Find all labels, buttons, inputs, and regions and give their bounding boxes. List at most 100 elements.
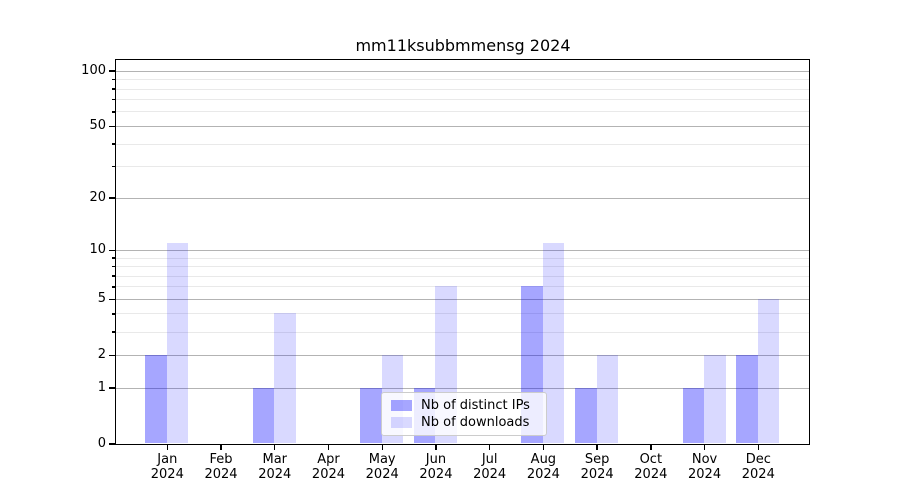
y-tick-mark bbox=[109, 298, 115, 300]
minor-gridline bbox=[116, 166, 809, 168]
minor-gridline bbox=[116, 286, 809, 288]
bar-downloads-mar bbox=[274, 313, 296, 444]
x-tick-mark bbox=[596, 444, 598, 450]
x-tick-label-month: Apr bbox=[317, 452, 340, 467]
minor-gridline bbox=[116, 313, 809, 315]
y-tick-mark bbox=[109, 125, 115, 128]
major-gridline bbox=[116, 298, 809, 300]
x-tick-label-year: 2024 bbox=[204, 467, 238, 482]
minor-gridline bbox=[116, 266, 809, 267]
bar-distinct-ips-dec bbox=[736, 354, 758, 444]
major-gridline bbox=[116, 249, 809, 251]
x-tick-mark bbox=[650, 444, 652, 450]
y-tick-label: 10 bbox=[89, 242, 106, 258]
x-tick-label: Mar 2024 bbox=[233, 452, 317, 482]
legend-label-downloads: Nb of downloads bbox=[421, 415, 530, 430]
x-tick-label: Jan 2024 bbox=[125, 452, 209, 482]
x-tick-label: Feb 2024 bbox=[179, 452, 263, 482]
y-tick-label: 5 bbox=[97, 291, 106, 307]
x-tick-label-year: 2024 bbox=[741, 467, 775, 482]
x-tick-mark bbox=[381, 444, 383, 450]
x-tick-label-month: May bbox=[368, 452, 396, 467]
y-minor-tick-mark bbox=[112, 257, 115, 259]
y-tick-mark bbox=[109, 197, 115, 199]
x-tick-label-month: Nov bbox=[691, 452, 718, 467]
minor-gridline bbox=[116, 111, 809, 113]
x-tick-mark bbox=[327, 444, 330, 450]
y-minor-tick-mark bbox=[112, 88, 115, 90]
x-tick-label: Apr 2024 bbox=[286, 452, 370, 482]
x-tick-label-month: Feb bbox=[209, 452, 233, 467]
x-tick-label: Jul 2024 bbox=[448, 452, 532, 482]
y-minor-tick-mark bbox=[112, 265, 115, 268]
y-tick-label: 50 bbox=[89, 118, 106, 134]
y-tick-mark bbox=[109, 70, 115, 72]
x-tick-mark bbox=[488, 444, 491, 450]
y-tick-mark bbox=[109, 354, 115, 356]
x-tick-label-year: 2024 bbox=[473, 467, 507, 482]
x-tick-mark bbox=[220, 444, 222, 450]
legend-entry-downloads: Nb of downloads bbox=[391, 415, 537, 430]
minor-gridline bbox=[116, 99, 809, 101]
legend: Nb of distinct IPs Nb of downloads bbox=[381, 392, 547, 436]
x-tick-label: Oct 2024 bbox=[609, 452, 693, 482]
bar-downloads-dec bbox=[757, 298, 780, 444]
x-tick-mark bbox=[166, 444, 168, 450]
x-tick-mark bbox=[703, 444, 706, 450]
y-minor-tick-mark bbox=[112, 313, 115, 315]
y-tick-label: 1 bbox=[97, 380, 106, 395]
bar-distinct-ips-may bbox=[360, 387, 382, 444]
bar-distinct-ips-jan bbox=[145, 354, 167, 444]
chart-title: mm11ksubbmmensg 2024 bbox=[355, 36, 571, 55]
y-minor-tick-mark bbox=[112, 331, 115, 333]
y-minor-tick-mark bbox=[112, 111, 115, 113]
bar-distinct-ips-sep bbox=[575, 387, 597, 444]
y-minor-tick-mark bbox=[112, 98, 115, 101]
bar-downloads-jan bbox=[166, 242, 189, 444]
y-minor-tick-mark bbox=[112, 78, 115, 81]
x-tick-label-year: 2024 bbox=[311, 467, 346, 482]
bar-downloads-aug bbox=[542, 242, 565, 444]
x-tick-label: Sep 2024 bbox=[555, 452, 639, 482]
x-tick-label-year: 2024 bbox=[365, 467, 399, 482]
x-tick-label-month: Oct bbox=[639, 452, 663, 467]
gridlines-layer bbox=[116, 60, 809, 444]
minor-gridline bbox=[116, 143, 809, 145]
x-tick-label-month: Jan bbox=[157, 452, 178, 467]
minor-gridline bbox=[116, 275, 809, 277]
bar-downloads-sep bbox=[596, 354, 619, 444]
x-tick-label: May 2024 bbox=[340, 452, 424, 482]
x-tick-label-year: 2024 bbox=[580, 467, 614, 482]
minor-gridline bbox=[116, 257, 809, 259]
y-minor-tick-mark bbox=[112, 286, 115, 288]
x-tick-label-year: 2024 bbox=[150, 467, 184, 482]
minor-gridline bbox=[116, 88, 809, 90]
x-tick-mark bbox=[435, 444, 437, 450]
x-tick-label-month: Dec bbox=[745, 452, 771, 467]
x-tick-label-year: 2024 bbox=[688, 467, 722, 482]
y-tick-label: 100 bbox=[81, 63, 106, 79]
x-tick-label-year: 2024 bbox=[634, 467, 668, 482]
major-gridline bbox=[116, 387, 809, 389]
legend-entry-distinct-ips: Nb of distinct IPs bbox=[391, 398, 537, 413]
x-tick-label: Nov 2024 bbox=[663, 452, 747, 482]
x-tick-label-month: Aug bbox=[530, 452, 557, 467]
plot-area bbox=[115, 58, 810, 445]
x-tick-label-month: Mar bbox=[262, 452, 288, 467]
y-tick-label: 2 bbox=[97, 347, 106, 363]
x-tick-label-month: Jun bbox=[425, 452, 447, 467]
x-tick-label-year: 2024 bbox=[258, 467, 292, 482]
x-tick-mark bbox=[542, 444, 545, 450]
y-tick-mark bbox=[109, 443, 115, 445]
legend-swatch-distinct-ips bbox=[391, 400, 412, 411]
legend-swatch-downloads bbox=[391, 417, 412, 428]
major-gridline bbox=[116, 125, 809, 127]
y-minor-tick-mark bbox=[112, 165, 115, 168]
minor-gridline bbox=[116, 331, 809, 333]
x-tick-mark bbox=[757, 444, 759, 450]
x-tick-label-month: Jul bbox=[481, 452, 498, 467]
y-minor-tick-mark bbox=[112, 275, 115, 277]
y-tick-mark bbox=[109, 249, 115, 251]
x-tick-label-month: Sep bbox=[584, 452, 610, 467]
